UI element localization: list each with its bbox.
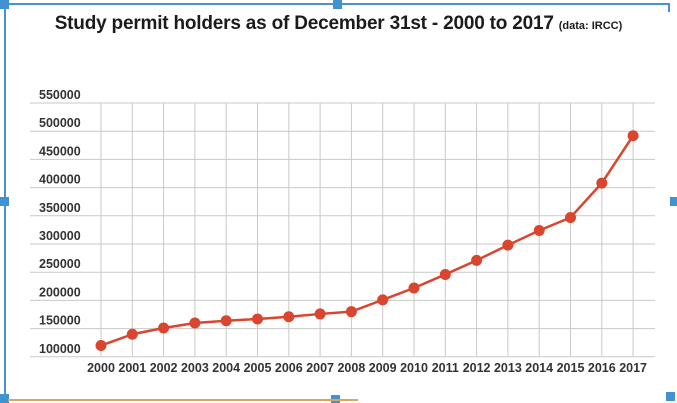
data-point bbox=[283, 311, 295, 323]
y-tick-label: 350000 bbox=[39, 201, 81, 215]
y-tick-label: 150000 bbox=[39, 314, 81, 328]
selection-handle-top-left[interactable] bbox=[0, 0, 9, 9]
data-point bbox=[158, 322, 170, 334]
y-tick-label: 450000 bbox=[39, 144, 81, 158]
data-point bbox=[596, 177, 608, 189]
data-point bbox=[377, 294, 389, 306]
x-tick-label: 2002 bbox=[150, 361, 178, 375]
x-tick-label: 2015 bbox=[557, 361, 585, 375]
y-tick-label: 300000 bbox=[39, 229, 81, 243]
selection-handle-top-middle[interactable] bbox=[333, 0, 342, 9]
x-tick-label: 2013 bbox=[494, 361, 522, 375]
x-tick-label: 2000 bbox=[87, 361, 115, 375]
data-point bbox=[95, 340, 107, 352]
chart-source-note: (data: IRCC) bbox=[558, 20, 623, 32]
x-tick-label: 2003 bbox=[181, 361, 209, 375]
data-point bbox=[314, 308, 326, 320]
data-point bbox=[189, 317, 201, 329]
x-tick-label: 2016 bbox=[588, 361, 616, 375]
data-line bbox=[100, 135, 635, 347]
selection-handle-left-middle[interactable] bbox=[0, 197, 9, 206]
y-tick-label: 100000 bbox=[39, 342, 81, 356]
x-tick-label: 2011 bbox=[432, 361, 459, 375]
data-point bbox=[220, 315, 232, 327]
x-tick-label: 2009 bbox=[369, 361, 397, 375]
x-tick-label: 2007 bbox=[306, 361, 334, 375]
x-tick-label: 2017 bbox=[619, 361, 647, 375]
x-tick-label: 2008 bbox=[337, 361, 365, 375]
selection-handle-bottom-right[interactable] bbox=[666, 392, 675, 401]
y-tick-label: 200000 bbox=[39, 285, 81, 299]
x-tick-label: 2001 bbox=[118, 361, 146, 375]
x-tick-label: 2004 bbox=[212, 361, 240, 375]
data-point bbox=[439, 268, 451, 280]
x-tick-label: 2010 bbox=[400, 361, 428, 375]
y-tick-label: 500000 bbox=[39, 116, 81, 130]
data-point bbox=[627, 130, 639, 142]
y-tick-label: 550000 bbox=[39, 88, 81, 102]
x-tick-label: 2012 bbox=[463, 361, 491, 375]
data-point bbox=[408, 282, 420, 294]
data-point bbox=[471, 254, 483, 266]
data-point bbox=[345, 306, 357, 318]
x-tick-label: 2006 bbox=[275, 361, 303, 375]
data-point bbox=[126, 328, 138, 340]
y-tick-label: 400000 bbox=[39, 173, 81, 187]
data-point bbox=[252, 313, 263, 325]
chart-title-text: Study permit holders as of December 31st… bbox=[54, 13, 554, 34]
y-tick-label: 250000 bbox=[39, 257, 81, 271]
chart-title: Study permit holders as of December 31st… bbox=[0, 13, 677, 35]
drop-indicator-line bbox=[8, 399, 358, 401]
data-point bbox=[502, 239, 514, 251]
selection-handle-right-middle[interactable] bbox=[670, 197, 677, 206]
x-tick-label: 2005 bbox=[244, 361, 272, 375]
selection-border-top-right bbox=[668, 3, 670, 12]
x-tick-label: 2014 bbox=[525, 361, 553, 375]
selection-handle-bottom-left[interactable] bbox=[0, 394, 9, 403]
data-point bbox=[565, 211, 576, 223]
data-point bbox=[533, 224, 545, 236]
